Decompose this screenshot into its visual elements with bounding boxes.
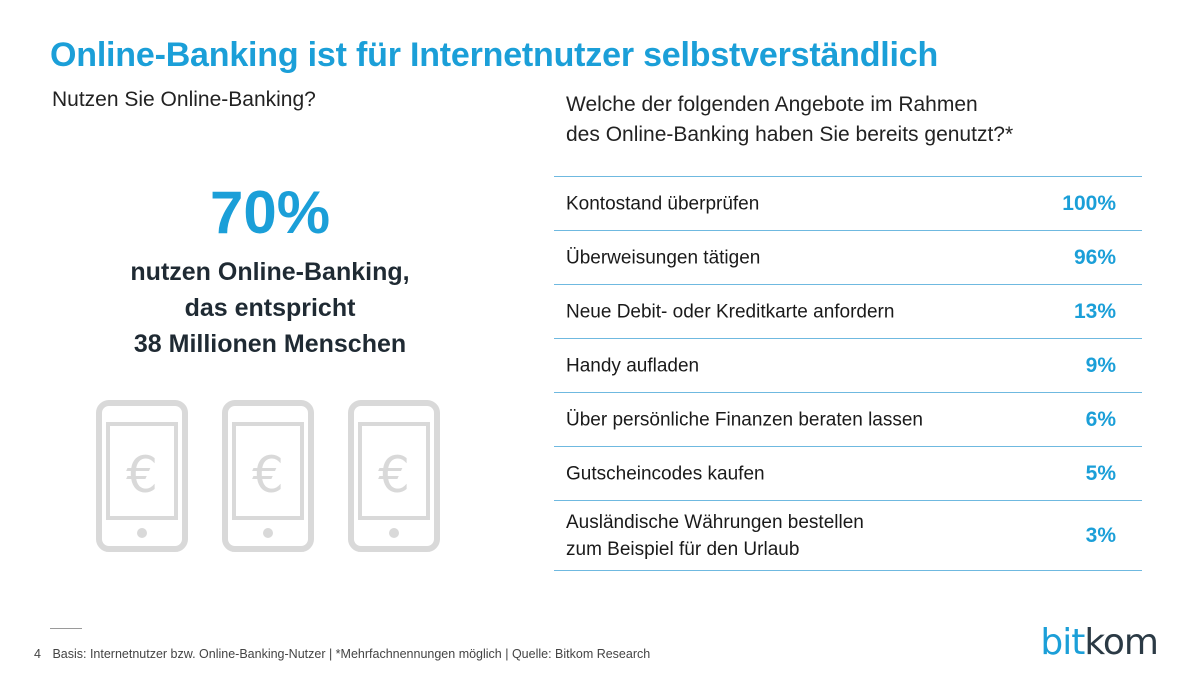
row-label-line: zum Beispiel für den Urlaub bbox=[566, 538, 800, 560]
right-question-line-2: des Online-Banking haben Sie bereits gen… bbox=[566, 123, 1014, 146]
row-label-line: Überweisungen tätigen bbox=[566, 247, 761, 268]
table-row: Gutscheincodes kaufen 5% bbox=[554, 447, 1142, 501]
right-question: Welche der folgenden Angebote im Rahmen … bbox=[566, 90, 1013, 150]
row-value: 9% bbox=[1085, 353, 1116, 377]
stat-line-3: 38 Millionen Menschen bbox=[133, 330, 407, 358]
right-question-line-1: Welche der folgenden Angebote im Rahmen bbox=[566, 93, 978, 116]
row-value: 100% bbox=[1062, 191, 1116, 215]
logo-part-2: kom bbox=[1084, 622, 1159, 663]
footer: 4 Basis: Internetnutzer bzw. Online-Bank… bbox=[34, 647, 650, 661]
bitkom-logo: bitkom bbox=[1040, 622, 1159, 663]
row-label: Ausländische Währungen bestellen zum Beis… bbox=[566, 509, 864, 563]
phone-icon: € bbox=[348, 400, 440, 552]
phone-icons: € € € bbox=[96, 400, 440, 552]
row-label-line: Gutscheincodes kaufen bbox=[566, 463, 765, 484]
row-label: Neue Debit- oder Kreditkarte anfordern bbox=[566, 298, 894, 325]
page-title: Online-Banking ist für Internetnutzer se… bbox=[50, 36, 939, 74]
stat-description: nutzen Online-Banking, das entspricht 38… bbox=[60, 254, 480, 362]
table-row: Über persönliche Finanzen beraten lassen… bbox=[554, 393, 1142, 447]
logo-part-1: bit bbox=[1040, 622, 1085, 663]
row-value: 13% bbox=[1073, 299, 1116, 323]
phone-icon: € bbox=[96, 400, 188, 552]
row-value: 3% bbox=[1085, 523, 1116, 547]
row-label-line: Kontostand überprüfen bbox=[566, 193, 760, 214]
row-value: 5% bbox=[1085, 461, 1116, 485]
footer-divider bbox=[50, 628, 82, 629]
footer-source: Basis: Internetnutzer bzw. Online-Bankin… bbox=[52, 647, 651, 661]
table-row: Handy aufladen 9% bbox=[554, 339, 1142, 393]
euro-symbol: € bbox=[378, 446, 410, 504]
row-label: Über persönliche Finanzen beraten lassen bbox=[566, 406, 923, 433]
stat-line-1: nutzen Online-Banking, bbox=[130, 258, 410, 286]
row-label-line: Handy aufladen bbox=[566, 355, 700, 376]
row-label: Kontostand überprüfen bbox=[566, 190, 759, 217]
row-value: 6% bbox=[1085, 407, 1116, 431]
euro-symbol: € bbox=[252, 446, 284, 504]
table-row: Neue Debit- oder Kreditkarte anfordern 13… bbox=[554, 285, 1142, 339]
table-row: Kontostand überprüfen 100% bbox=[554, 177, 1142, 231]
row-label-line: Ausländische Währungen bestellen bbox=[566, 511, 864, 533]
table-row: Überweisungen tätigen 96% bbox=[554, 231, 1142, 285]
row-label: Handy aufladen bbox=[566, 352, 699, 379]
row-value: 96% bbox=[1073, 245, 1116, 269]
usage-table: Kontostand überprüfen 100% Überweisungen t… bbox=[554, 176, 1142, 571]
page-number: 4 bbox=[34, 647, 41, 661]
euro-symbol: € bbox=[126, 446, 158, 504]
table-row: Ausländische Währungen bestellen zum Beis… bbox=[554, 501, 1142, 571]
big-percent: 70% bbox=[209, 179, 331, 246]
row-label: Gutscheincodes kaufen bbox=[566, 460, 765, 487]
stat-line-2: das entspricht bbox=[184, 294, 356, 322]
row-label: Überweisungen tätigen bbox=[566, 244, 760, 271]
phone-icon: € bbox=[222, 400, 314, 552]
row-label-line: Neue Debit- oder Kreditkarte anfordern bbox=[566, 301, 895, 322]
row-label-line: Über persönliche Finanzen beraten lassen bbox=[566, 409, 923, 430]
left-question: Nutzen Sie Online-Banking? bbox=[52, 88, 316, 111]
